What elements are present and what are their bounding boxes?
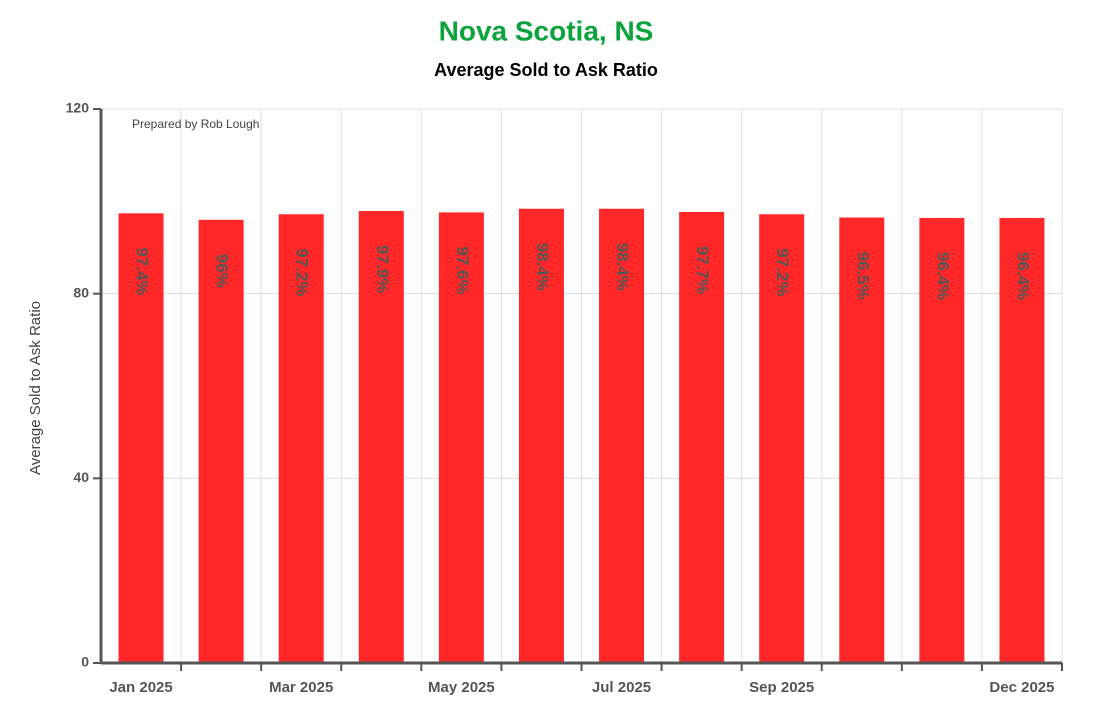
data-label: 97.2% xyxy=(773,248,792,296)
chart-subtitle: Average Sold to Ask Ratio xyxy=(434,60,658,80)
bar xyxy=(999,217,1045,663)
x-tick-label: Jan 2025 xyxy=(109,679,172,696)
data-label: 97.7% xyxy=(693,246,712,294)
data-label: 97.4% xyxy=(133,247,152,295)
x-tick-label: May 2025 xyxy=(428,679,495,696)
x-tick-label: Jul 2025 xyxy=(592,679,651,696)
x-tick-label: Dec 2025 xyxy=(989,679,1054,696)
bar xyxy=(839,217,885,663)
data-label: 96% xyxy=(213,254,232,288)
bar xyxy=(919,217,965,663)
data-label: 98.4% xyxy=(613,243,632,291)
bar xyxy=(679,211,725,663)
annotation: Prepared by Rob Lough xyxy=(132,117,259,131)
bar xyxy=(518,208,564,663)
data-label: 96.5% xyxy=(853,251,872,299)
data-label: 96.4% xyxy=(933,252,952,300)
y-tick-label: 80 xyxy=(73,284,89,300)
y-axis-label: Average Sold to Ask Ratio xyxy=(27,301,44,475)
bar xyxy=(278,214,324,663)
bar xyxy=(358,211,404,664)
y-tick-label: 40 xyxy=(73,469,89,485)
x-tick-label: Mar 2025 xyxy=(269,679,333,696)
chart-title: Nova Scotia, NS xyxy=(439,15,654,46)
data-label: 96.4% xyxy=(1013,252,1032,300)
data-label: 97.6% xyxy=(453,246,472,294)
bar xyxy=(198,219,244,664)
bar xyxy=(599,208,645,663)
y-tick-label: 0 xyxy=(81,654,89,670)
y-tick-label: 120 xyxy=(66,100,90,116)
bar xyxy=(759,214,805,663)
bar xyxy=(438,212,484,663)
data-label: 98.4% xyxy=(533,243,552,291)
bar xyxy=(118,213,164,663)
data-label: 97.9% xyxy=(373,245,392,293)
x-tick-label: Sep 2025 xyxy=(749,679,814,696)
data-label: 97.2% xyxy=(293,248,312,296)
